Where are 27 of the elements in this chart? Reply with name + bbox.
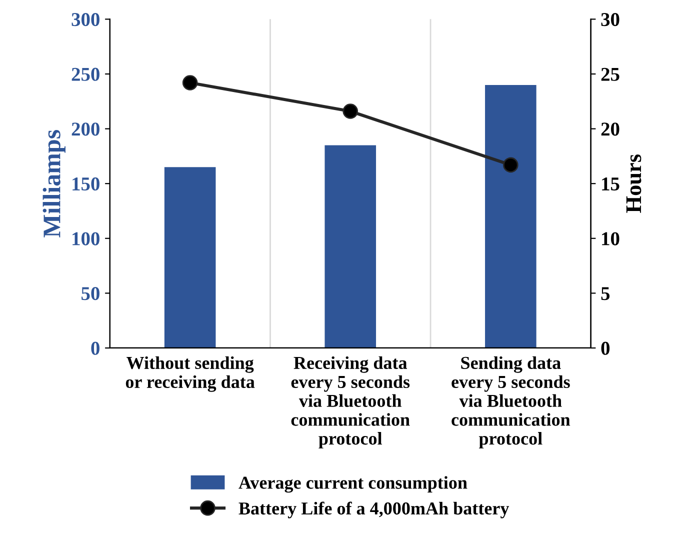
y-tick-label: 100: [72, 232, 100, 246]
bar: [164, 167, 216, 348]
y2-tick-label: 30: [601, 12, 620, 26]
y-tick-label: 150: [72, 177, 100, 191]
legend-label: Battery Life of a 4,000mAh battery: [238, 502, 510, 518]
y2-tick-label: 20: [601, 122, 620, 136]
y-tick-label: 250: [72, 68, 100, 81]
legend-label: Average current consumption: [238, 476, 468, 493]
y-tick-label: 0: [91, 342, 100, 355]
y2-tick-label: 10: [602, 232, 620, 246]
point: [503, 157, 518, 173]
y-tick-label: 300: [72, 12, 100, 26]
x-tick-label: Without sending or receiving data: [126, 356, 255, 392]
y-tick-label: 50: [82, 286, 100, 300]
point: [182, 75, 198, 90]
y-axis-title: Milliamps: [42, 130, 66, 238]
y2-tick-label: 5: [601, 287, 610, 300]
y2-tick-label: 25: [601, 68, 620, 81]
bar: [324, 145, 376, 348]
point: [342, 104, 358, 119]
x-tick-label: Receiving data every 5 seconds via Bluetooth communication protocol: [291, 356, 410, 448]
y2-axis-title: Hours: [626, 154, 642, 213]
y-tick-label: 200: [72, 122, 100, 136]
x-tick-label: Sending data every 5 seconds via Bluetooth communication protocol: [452, 356, 570, 448]
y2-tick-label: 0: [601, 342, 610, 355]
bar: [485, 84, 536, 348]
y2-tick-label: 15: [602, 177, 620, 191]
